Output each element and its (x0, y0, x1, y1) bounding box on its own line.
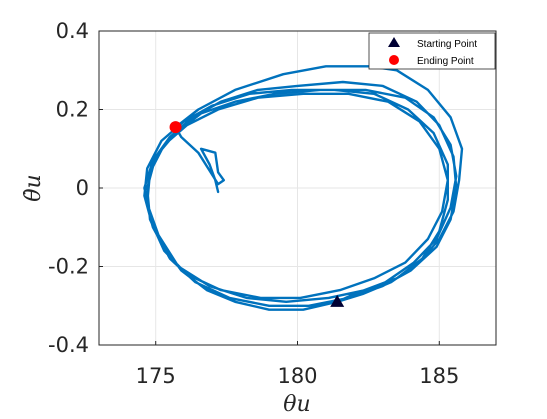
y-tick-label: -0.4 (48, 333, 89, 357)
tick-labels: 175 180 185 -0.4 -0.2 0 0.2 0.4 (48, 19, 459, 388)
x-tick-label: 185 (419, 364, 459, 388)
y-tick-label: 0.4 (56, 19, 89, 43)
y-axis-label: θ̇u (21, 174, 46, 201)
x-tick-label: 180 (277, 364, 317, 388)
legend-ending-point-icon (389, 55, 399, 65)
x-tick-label: 175 (136, 364, 176, 388)
legend: Starting Point Ending Point (368, 32, 496, 70)
axis-ticks (99, 30, 440, 346)
starting-point-marker (330, 294, 345, 307)
y-tick-label: -0.2 (48, 255, 89, 279)
y-tick-label: 0.2 (56, 98, 89, 122)
x-axis-label: θu (283, 392, 310, 417)
legend-ending-point-label: Ending Point (417, 56, 474, 67)
legend-starting-point-icon (388, 37, 400, 47)
y-tick-label: 0 (76, 176, 89, 200)
ending-point-marker (169, 121, 182, 134)
legend-starting-point-label: Starting Point (417, 39, 477, 50)
